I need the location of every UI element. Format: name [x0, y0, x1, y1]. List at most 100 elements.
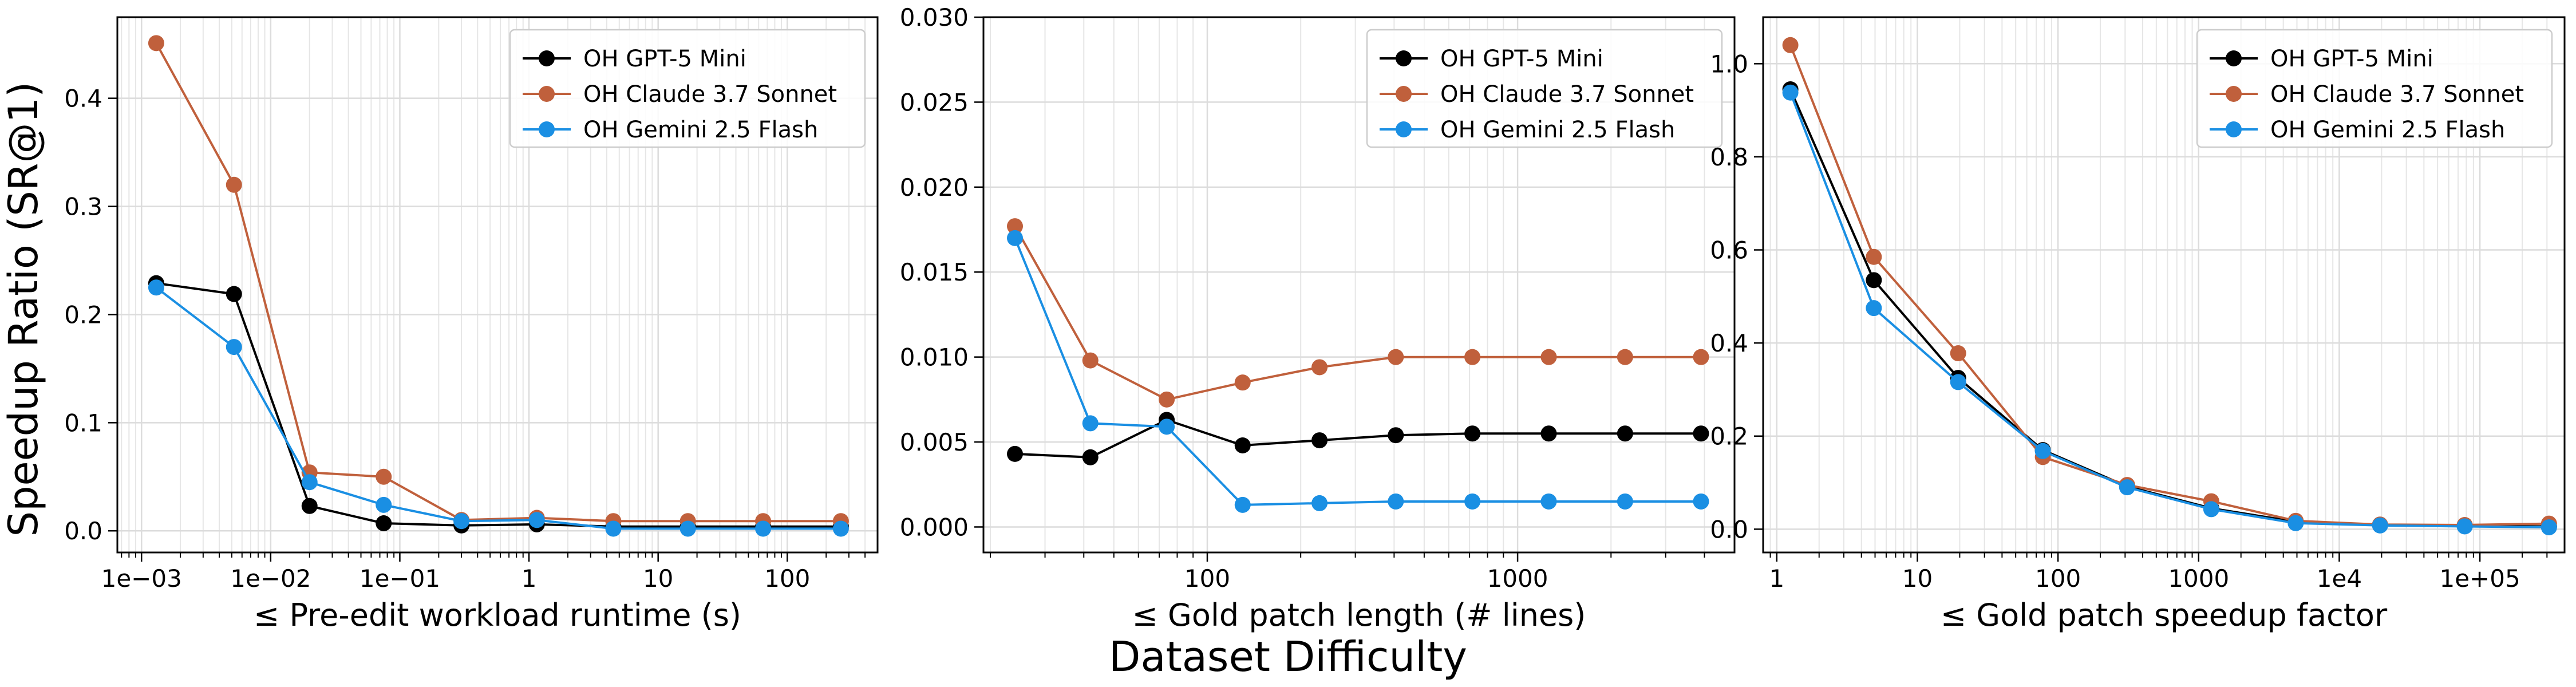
y-tick-label: 0.010: [900, 344, 969, 372]
data-point: [605, 520, 622, 537]
shared-y-axis-label: Speedup Ratio (SR@1): [0, 82, 47, 537]
x-tick-label: 1: [521, 564, 537, 593]
data-point: [1782, 37, 1799, 53]
y-tick-label: 0.015: [900, 258, 969, 286]
y-tick-label: 0.8: [1710, 143, 1748, 171]
data-point: [1950, 345, 1966, 362]
series-line: [1014, 418, 1701, 459]
legend: OH GPT-5 Mini OH Claude 3.7 Sonnet OH Gemi…: [1366, 29, 1723, 148]
data-point: [528, 512, 545, 528]
y-tick-label: 0.000: [900, 513, 969, 541]
legend-frame: [509, 29, 866, 148]
legend-item: OH Gemini 2.5 Flash: [523, 117, 818, 143]
data-point: [1540, 425, 1557, 442]
legend-label: OH Claude 3.7 Sonnet: [583, 81, 837, 108]
data-point: [1464, 425, 1481, 442]
data-point: [1693, 349, 1709, 365]
data-point: [679, 520, 696, 537]
legend-swatch-marker: [539, 121, 555, 137]
data-point: [1082, 449, 1099, 465]
data-point: [226, 339, 242, 356]
y-tick-label: 0.2: [1710, 423, 1748, 451]
legend: OH GPT-5 Mini OH Claude 3.7 Sonnet OH Gemi…: [2196, 29, 2553, 148]
legend-swatch-marker: [2226, 50, 2242, 66]
data-point: [1540, 349, 1557, 365]
chart-panel-1: 1e−03 1e−02 1e−01 1 10 100 0.0 0.1 0.2 0.3 0.4 ≤ Pr…: [64, 16, 879, 633]
data-point: [1617, 425, 1633, 442]
data-point: [1007, 218, 1024, 235]
data-point: [2541, 519, 2557, 536]
x-tick-label: 1: [1769, 564, 1784, 593]
y-axis: 0.000 0.005 0.010 0.015 0.020 0.025 0.030: [900, 3, 1735, 541]
legend-swatch-marker: [2226, 121, 2242, 137]
x-tick-label: 10: [643, 564, 673, 593]
data-point: [2456, 518, 2473, 535]
legend-item: OH Claude 3.7 Sonnet: [523, 81, 837, 108]
x-tick-label: 100: [2035, 564, 2081, 593]
x-tick-label: 10: [1902, 564, 1933, 593]
data-point: [1866, 272, 1882, 289]
data-point: [1693, 425, 1709, 442]
data-point: [148, 35, 164, 52]
legend-swatch-marker: [1396, 50, 1412, 66]
data-point: [1950, 374, 1966, 390]
legend-label: OH Gemini 2.5 Flash: [1440, 117, 1675, 143]
x-tick-label: 1e−03: [101, 564, 182, 593]
data-point: [1464, 349, 1481, 365]
data-point: [1234, 374, 1251, 391]
data-point: [1866, 248, 1882, 265]
legend-item: OH GPT-5 Mini: [1380, 46, 1603, 72]
series-line: [1014, 238, 1701, 506]
x-axis-label: ≤ Gold patch length (# lines): [1132, 597, 1586, 633]
data-point: [301, 498, 318, 514]
y-tick-label: 0.025: [900, 88, 969, 116]
legend-frame: [2196, 29, 2553, 148]
y-axis: 0.0 0.2 0.4 0.6 0.8 1.0: [1710, 50, 2565, 543]
legend-label: OH Claude 3.7 Sonnet: [1440, 81, 1694, 108]
legend-label: OH GPT-5 Mini: [1440, 46, 1603, 72]
series-line: [1789, 45, 2549, 527]
y-axis: 0.0 0.1 0.2 0.3 0.4: [64, 85, 878, 545]
data-point: [2034, 443, 2051, 459]
legend-label: OH GPT-5 Mini: [583, 46, 746, 72]
x-axis-label: ≤ Gold patch speedup factor: [1941, 597, 2388, 633]
data-point: [453, 513, 470, 530]
y-tick-label: 0.020: [900, 173, 969, 202]
series-line: [155, 286, 841, 530]
y-tick-label: 0.1: [64, 409, 102, 437]
x-axis-label: ≤ Pre-edit workload runtime (s): [254, 597, 741, 633]
data-point: [832, 520, 849, 537]
data-point: [1311, 432, 1328, 449]
y-tick-label: 0.0: [64, 517, 102, 545]
x-tick-label: 1000: [1487, 564, 1548, 593]
y-tick-label: 0.0: [1710, 515, 1748, 543]
data-point: [1311, 495, 1328, 511]
legend-item: OH Gemini 2.5 Flash: [1380, 117, 1675, 143]
legend-item: OH Claude 3.7 Sonnet: [2210, 81, 2524, 108]
legend-item: OH Gemini 2.5 Flash: [2210, 117, 2505, 143]
y-tick-label: 0.2: [64, 301, 102, 329]
y-tick-label: 0.6: [1710, 236, 1748, 264]
legend-item: OH GPT-5 Mini: [2210, 46, 2433, 72]
legend-label: OH GPT-5 Mini: [2270, 46, 2433, 72]
series-line: [156, 282, 841, 528]
data-point: [1388, 427, 1404, 444]
data-point: [226, 286, 242, 302]
data-point: [1866, 300, 1882, 317]
legend-item: OH GPT-5 Mini: [523, 46, 746, 72]
data-point: [1007, 445, 1024, 462]
chart-panels: 1e−03 1e−02 1e−01 1 10 100 0.0 0.1 0.2 0.3 0.4 ≤ Pr…: [64, 3, 2566, 633]
chart-panel-2: 100 10000.0000.0050.0100.0150.0200.0250.0…: [900, 3, 1736, 633]
data-point: [1388, 349, 1404, 365]
data-point: [755, 520, 772, 537]
data-point: [2119, 479, 2135, 496]
data-point: [1082, 352, 1099, 369]
legend-swatch-marker: [539, 50, 555, 66]
plot-frame: [982, 16, 1736, 554]
x-tick-label: 1000: [2168, 564, 2229, 593]
legend: OH GPT-5 Mini OH Claude 3.7 Sonnet OH Gemi…: [509, 29, 866, 148]
y-tick-label: 1.0: [1710, 50, 1748, 78]
data-point: [1234, 437, 1251, 453]
data-point: [1159, 391, 1175, 408]
